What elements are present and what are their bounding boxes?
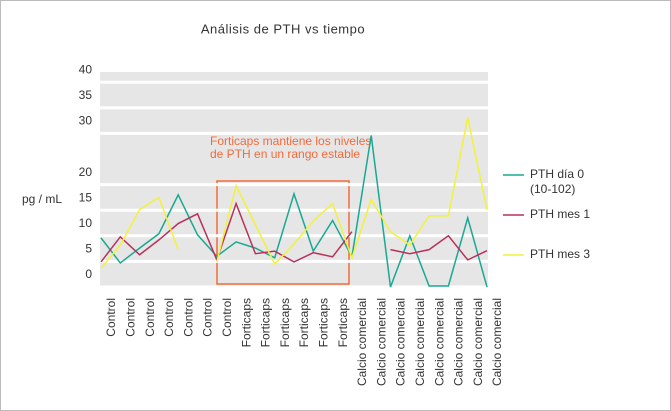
x-tick-label: Calcio comercial <box>471 298 485 386</box>
chart-title: Análisis de PTH vs tiempo <box>201 21 365 36</box>
y-tick-label: 0 <box>85 267 92 281</box>
y-tick-label: 40 <box>79 62 93 76</box>
x-tick-label: Control <box>162 298 176 337</box>
series-line <box>100 135 488 288</box>
x-tick-label: Forticaps <box>259 298 273 347</box>
x-tick-label: Calcio comercial <box>413 298 427 386</box>
x-tick-label: Calcio comercial <box>452 298 466 386</box>
x-tick-label: Calcio comercial <box>374 298 388 386</box>
plot-bg <box>100 72 488 287</box>
x-tick-label: Calcio comercial <box>394 298 408 386</box>
legend-label: PTH mes 3 <box>530 247 591 261</box>
x-tick-label: Control <box>143 298 157 337</box>
x-tick-label: Calcio comercial <box>432 298 446 386</box>
x-tick-label: Forticaps <box>316 298 330 347</box>
annotation: de PTH en un rango estable <box>210 147 360 161</box>
y-tick-label: 10 <box>79 216 93 230</box>
legend-label: PTH mes 1 <box>530 207 591 221</box>
y-tick-label: 15 <box>79 190 93 204</box>
x-tick-label: Calcio comercial <box>355 298 369 386</box>
x-tick-label: Forticaps <box>278 298 292 347</box>
x-tick-label: Control <box>181 298 195 337</box>
x-tick-label: Control <box>123 298 137 337</box>
x-tick-label: Forticaps <box>239 298 253 347</box>
series-line <box>100 201 353 263</box>
x-tick-label: Control <box>220 298 234 337</box>
y-tick-label: 5 <box>85 242 92 256</box>
y-axis-label: pg / mL <box>22 192 62 206</box>
x-tick-label: Control <box>201 298 215 337</box>
legend-label: PTH día 0 (10-102) <box>530 167 585 196</box>
y-tick-label: 20 <box>79 165 93 179</box>
x-tick-label: Control <box>104 298 118 337</box>
highlight-box <box>216 180 350 285</box>
series-line <box>390 234 488 261</box>
annotation: Forticaps mantiene los niveles <box>210 134 371 148</box>
series-line <box>216 117 488 266</box>
x-tick-label: Forticaps <box>297 298 311 347</box>
x-tick-label: Forticaps <box>336 298 350 347</box>
x-tick-label: Calcio comercial <box>490 298 504 386</box>
y-tick-label: 30 <box>79 114 93 128</box>
series-line <box>100 196 179 269</box>
y-tick-label: 35 <box>79 88 93 102</box>
